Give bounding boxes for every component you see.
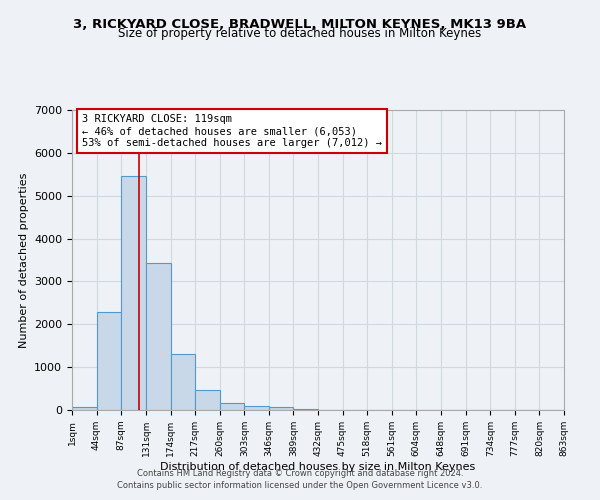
Bar xyxy=(171,354,195,410)
Text: Size of property relative to detached houses in Milton Keynes: Size of property relative to detached ho… xyxy=(118,28,482,40)
Bar xyxy=(97,312,121,410)
Text: Contains HM Land Registry data © Crown copyright and database right 2024.: Contains HM Land Registry data © Crown c… xyxy=(137,468,463,477)
Bar xyxy=(146,262,171,410)
Bar xyxy=(293,408,318,410)
Text: 3, RICKYARD CLOSE, BRADWELL, MILTON KEYNES, MK13 9BA: 3, RICKYARD CLOSE, BRADWELL, MILTON KEYN… xyxy=(73,18,527,30)
Bar xyxy=(72,406,97,410)
Bar xyxy=(220,403,244,410)
Bar xyxy=(121,176,146,410)
X-axis label: Distribution of detached houses by size in Milton Keynes: Distribution of detached houses by size … xyxy=(160,462,476,471)
Text: Contains public sector information licensed under the Open Government Licence v3: Contains public sector information licen… xyxy=(118,481,482,490)
Bar xyxy=(269,408,293,410)
Bar xyxy=(195,390,220,410)
Y-axis label: Number of detached properties: Number of detached properties xyxy=(19,172,29,348)
Text: 3 RICKYARD CLOSE: 119sqm
← 46% of detached houses are smaller (6,053)
53% of sem: 3 RICKYARD CLOSE: 119sqm ← 46% of detach… xyxy=(82,114,382,148)
Bar xyxy=(244,406,269,410)
